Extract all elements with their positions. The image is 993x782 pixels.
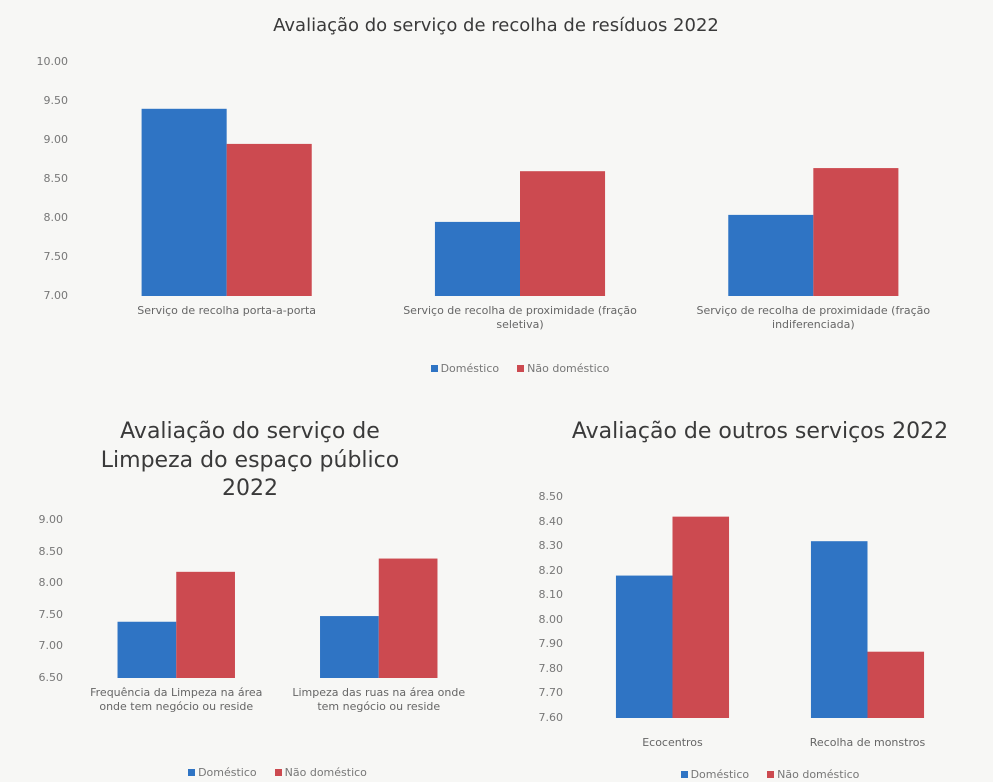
legend-label: Não doméstico [777, 768, 860, 781]
bar [810, 541, 868, 718]
y-tick-label: 7.00 [43, 289, 69, 302]
x-tick-label: Frequência da Limpeza na área onde tem n… [90, 686, 263, 714]
x-tick-label: Serviço de recolha de proximidade (fraçã… [403, 304, 637, 332]
legend-item: Não doméstico [517, 362, 609, 375]
y-tick-label: 7.80 [538, 661, 564, 675]
bar [117, 621, 177, 678]
legend-swatch [680, 771, 688, 778]
legend-label: Não doméstico [527, 362, 610, 375]
y-tick-label: 8.00 [38, 576, 64, 590]
legend-label: Não doméstico [284, 766, 367, 779]
y-tick-label: 8.10 [538, 588, 564, 602]
x-tick-label: Recolha de monstros [809, 736, 926, 749]
y-tick-label: 8.50 [538, 490, 564, 503]
y-tick-label: 9.00 [38, 513, 64, 526]
bar [378, 558, 438, 678]
y-tick-label: 8.30 [538, 539, 564, 553]
y-tick-label: 8.50 [38, 544, 64, 558]
legend: Doméstico Não doméstico [80, 362, 960, 375]
y-tick-label: 9.00 [43, 133, 69, 146]
bar [320, 616, 379, 678]
bar [672, 516, 730, 718]
legend-swatch [517, 365, 525, 372]
y-tick-label: 7.60 [538, 711, 564, 724]
legend-swatch [274, 769, 282, 776]
y-tick-label: 10.00 [36, 55, 69, 68]
legend-swatch [767, 771, 775, 778]
y-tick-label: 7.50 [43, 250, 69, 263]
y-tick-label: 7.70 [538, 686, 564, 700]
bar [728, 214, 814, 296]
legend-label: Doméstico [198, 766, 257, 779]
bar [141, 108, 227, 296]
bar [520, 171, 606, 296]
legend-item: Doméstico [680, 768, 750, 781]
y-tick-label: 7.50 [38, 607, 64, 621]
y-tick-label: 8.20 [538, 563, 564, 577]
bar [867, 651, 925, 718]
x-tick-label: Serviço de recolha porta-a-porta [137, 304, 317, 317]
y-tick-label: 7.90 [538, 637, 564, 651]
x-tick-label: Limpeza das ruas na área onde tem negóci… [292, 686, 466, 714]
chart-title: Avaliação de outros serviços 2022 [571, 419, 949, 444]
y-tick-label: 6.50 [38, 671, 64, 684]
legend: Doméstico Não doméstico [575, 768, 965, 781]
legend-item: Não doméstico [274, 766, 367, 779]
y-tick-label: 8.50 [43, 172, 69, 185]
y-tick-label: 8.40 [538, 514, 564, 528]
x-tick-label: Serviço de recolha de proximidade (fraçã… [696, 304, 931, 332]
y-tick-label: 7.00 [38, 639, 64, 653]
bar [226, 143, 312, 296]
bar [813, 168, 899, 296]
legend-swatch [188, 769, 196, 776]
legend-label: Doméstico [690, 768, 750, 781]
legend-item: Não doméstico [767, 768, 859, 781]
y-tick-label: 9.50 [43, 94, 69, 107]
bar [434, 221, 520, 296]
y-tick-label: 8.00 [43, 211, 69, 224]
legend-item: Doméstico [188, 766, 257, 779]
x-tick-label: Ecocentros [642, 736, 703, 749]
chart-title: Avaliação do serviço de Limpeza do espaç… [100, 419, 400, 502]
chart-title: Avaliação do serviço de recolha de resíd… [273, 15, 719, 36]
legend-item: Doméstico [430, 362, 500, 375]
legend-label: Doméstico [440, 362, 500, 375]
bar [615, 575, 673, 718]
legend: Doméstico Não doméstico [75, 766, 480, 779]
bar [176, 571, 235, 678]
y-tick-label: 8.00 [538, 612, 564, 626]
legend-swatch [430, 365, 438, 372]
